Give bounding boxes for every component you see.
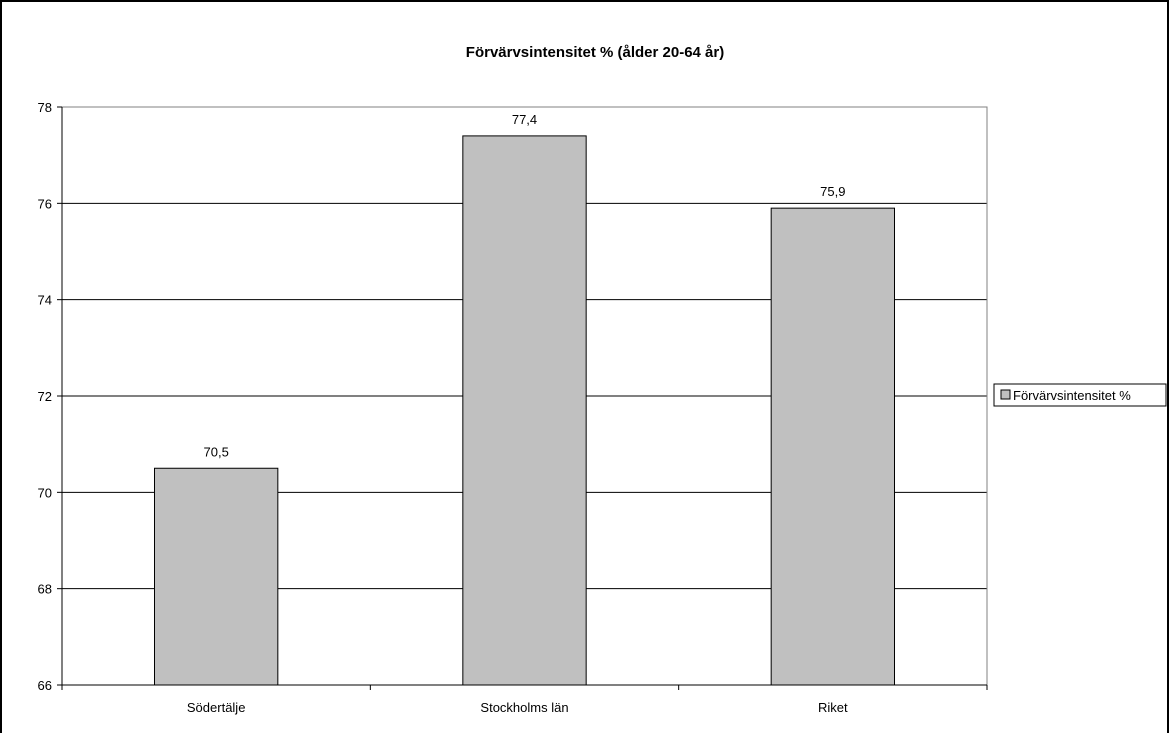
legend: Förvärvsintensitet % bbox=[993, 383, 1167, 407]
y-tick-label: 66 bbox=[38, 678, 52, 693]
bars: 70,5 77,4 75,9 bbox=[154, 112, 896, 686]
y-tick-label: 76 bbox=[38, 196, 52, 211]
x-tick-label: Stockholms län bbox=[480, 700, 568, 715]
data-label: 70,5 bbox=[204, 444, 229, 459]
legend-box bbox=[993, 383, 1167, 407]
y-tick-label: 70 bbox=[38, 485, 52, 500]
y-tick-label: 74 bbox=[38, 293, 52, 308]
legend-label: Förvärvsintensitet % bbox=[1013, 388, 1131, 403]
y-tick-label: 78 bbox=[38, 100, 52, 115]
bar bbox=[770, 207, 896, 686]
bar bbox=[154, 467, 279, 686]
x-tick-label: Södertälje bbox=[187, 700, 246, 715]
x-tick-label: Riket bbox=[818, 700, 848, 715]
y-tick-label: 72 bbox=[38, 389, 52, 404]
legend-swatch bbox=[1000, 389, 1011, 400]
x-axis: Södertälje Stockholms län Riket bbox=[61, 107, 988, 715]
bar bbox=[462, 135, 587, 686]
data-label: 77,4 bbox=[512, 112, 537, 127]
data-label: 75,9 bbox=[820, 184, 845, 199]
chart-title: Förvärvsintensitet % (ålder 20-64 år) bbox=[466, 44, 724, 61]
y-axis-ticks: 66 68 70 72 74 76 78 bbox=[38, 100, 62, 693]
y-tick-label: 68 bbox=[38, 582, 52, 597]
